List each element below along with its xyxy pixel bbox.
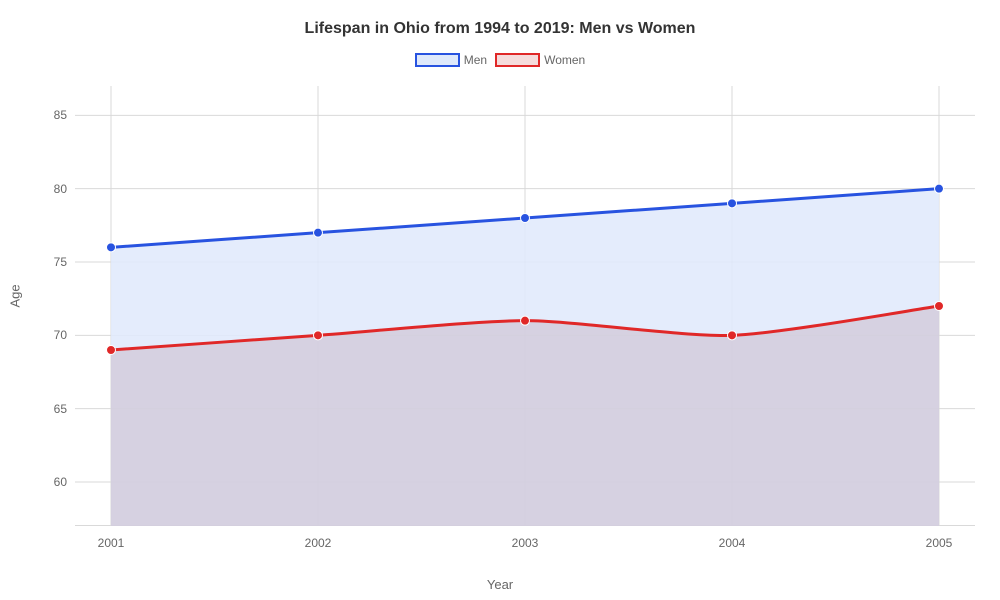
- x-tick-label: 2002: [305, 536, 332, 550]
- legend-swatch-men: [415, 53, 460, 67]
- x-tick-label: 2004: [719, 536, 746, 550]
- legend-item-women: Women: [495, 53, 585, 67]
- chart-title: Lifespan in Ohio from 1994 to 2019: Men …: [0, 0, 1000, 38]
- y-tick-label: 75: [45, 255, 67, 269]
- plot-area: [75, 86, 975, 526]
- plot-svg: [75, 86, 975, 526]
- x-tick-label: 2003: [512, 536, 539, 550]
- x-axis-label: Year: [487, 577, 513, 592]
- y-axis-label: Age: [8, 284, 23, 307]
- legend-label-men: Men: [464, 53, 487, 67]
- legend-label-women: Women: [544, 53, 585, 67]
- x-tick-label: 2001: [98, 536, 125, 550]
- x-tick-label: 2005: [926, 536, 953, 550]
- y-tick-label: 65: [45, 402, 67, 416]
- y-tick-label: 60: [45, 475, 67, 489]
- y-tick-label: 70: [45, 328, 67, 342]
- y-tick-label: 85: [45, 108, 67, 122]
- legend: Men Women: [0, 53, 1000, 67]
- y-tick-label: 80: [45, 182, 67, 196]
- chart-container: Lifespan in Ohio from 1994 to 2019: Men …: [0, 0, 1000, 600]
- legend-item-men: Men: [415, 53, 487, 67]
- legend-swatch-women: [495, 53, 540, 67]
